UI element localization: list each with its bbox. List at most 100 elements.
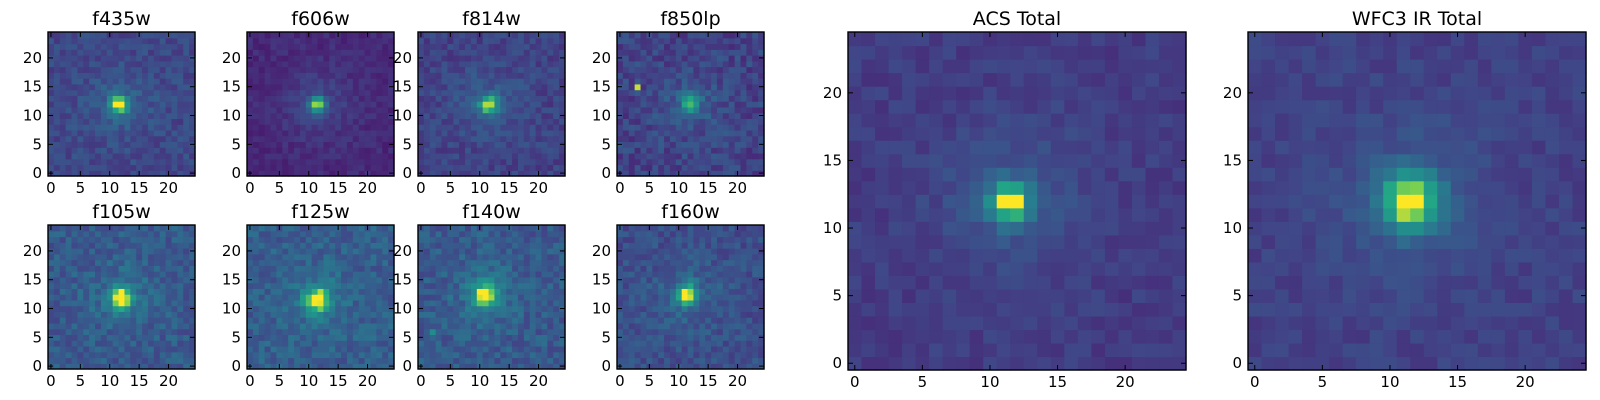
heatmap-cell	[364, 317, 372, 324]
heatmap-cell	[734, 317, 742, 324]
heatmap-cell	[541, 170, 548, 177]
heatmap-cell	[500, 66, 507, 73]
heatmap-cell	[264, 248, 272, 255]
heatmap-cell	[177, 357, 184, 364]
heatmap-cell	[299, 340, 307, 347]
heatmap-cell	[634, 89, 642, 96]
heatmap-cell	[664, 129, 671, 137]
heatmap-cell	[77, 112, 84, 119]
heatmap-cell	[547, 135, 554, 143]
heatmap-cell	[652, 340, 659, 347]
heatmap-cell	[541, 43, 548, 50]
heatmap-cell	[53, 141, 61, 148]
heatmap-cell	[159, 351, 167, 359]
heatmap-cell	[335, 253, 342, 261]
heatmap-cell	[370, 322, 377, 330]
heatmap-cell	[664, 49, 671, 56]
heatmap-cell	[89, 236, 96, 243]
heatmap-cell	[106, 334, 114, 341]
heatmap-cell	[476, 164, 484, 171]
heatmap-cell	[124, 253, 131, 261]
heatmap-cell	[529, 112, 537, 119]
heatmap-cell	[341, 43, 348, 50]
heatmap-cell	[153, 322, 161, 330]
heatmap-cell	[529, 282, 537, 289]
heatmap-cell	[664, 135, 671, 143]
heatmap-cell	[746, 89, 753, 96]
heatmap-cell	[506, 271, 513, 278]
heatmap-cell	[652, 322, 659, 330]
heatmap-cell	[500, 351, 507, 359]
heatmap-cell	[447, 55, 454, 62]
heatmap-cell	[705, 288, 712, 295]
heatmap-cell	[83, 236, 90, 243]
heatmap-cell	[687, 164, 695, 171]
heatmap-cell	[547, 78, 554, 85]
heatmap-cell	[675, 135, 683, 143]
heatmap-cell	[517, 170, 525, 177]
heatmap-cell	[658, 299, 665, 307]
heatmap-cell	[153, 32, 161, 39]
heatmap-cell	[535, 299, 543, 307]
heatmap-cell	[429, 66, 437, 73]
heatmap-cell	[728, 66, 736, 73]
heatmap-cell	[282, 164, 289, 171]
heatmap-cell	[376, 311, 383, 318]
heatmap-cell	[124, 95, 131, 102]
heatmap-cell	[465, 72, 472, 79]
heatmap-cell	[153, 129, 161, 137]
heatmap-cell	[118, 276, 126, 284]
heatmap-cell	[716, 158, 724, 166]
heatmap-cell	[264, 305, 272, 312]
heatmap-cell	[142, 322, 149, 330]
heatmap-cell	[118, 43, 126, 50]
heatmap-cell	[171, 49, 178, 56]
heatmap-cell	[159, 276, 167, 284]
heatmap-cell	[264, 101, 272, 108]
heatmap-cell	[59, 129, 67, 137]
heatmap-cell	[299, 78, 307, 85]
heatmap-cell	[734, 118, 742, 125]
heatmap-cell	[136, 129, 143, 137]
heatmap-cell	[352, 112, 360, 119]
heatmap-cell	[153, 152, 161, 160]
heatmap-cell	[664, 55, 671, 62]
heatmap-cell	[329, 259, 336, 266]
heatmap-cell	[305, 112, 313, 119]
heatmap-cell	[89, 288, 96, 295]
heatmap-cell	[465, 288, 472, 295]
heatmap-cell	[687, 288, 695, 295]
heatmap-cell	[646, 147, 653, 154]
heatmap-cell	[482, 152, 490, 160]
heatmap-cell	[535, 276, 543, 284]
heatmap-cell	[376, 351, 383, 359]
heatmap-cell	[722, 322, 730, 330]
heatmap-cell	[693, 147, 700, 154]
heatmap-cell	[681, 95, 689, 102]
heatmap-cell	[488, 60, 496, 68]
heatmap-cell	[512, 334, 519, 341]
heatmap-cell	[323, 37, 330, 45]
heatmap-cell	[429, 95, 437, 102]
heatmap-cell	[189, 124, 196, 131]
heatmap-cell	[112, 72, 120, 79]
heatmap-cell	[429, 305, 437, 312]
heatmap-cell	[95, 351, 102, 359]
heatmap-cell	[506, 230, 513, 238]
heatmap-cell	[305, 83, 313, 91]
heatmap-cell	[136, 294, 143, 301]
heatmap-cell	[305, 311, 313, 318]
heatmap-cell	[529, 311, 537, 318]
heatmap-cell	[352, 147, 360, 154]
heatmap-cell	[382, 37, 389, 45]
heatmap-cell	[247, 357, 254, 364]
heatmap-cell	[429, 141, 437, 148]
heatmap-cell	[506, 282, 513, 289]
heatmap-cell	[728, 340, 736, 347]
heatmap-cell	[658, 276, 665, 284]
heatmap-cell	[100, 55, 108, 62]
heatmap-cell	[258, 170, 266, 177]
heatmap-cell	[418, 242, 425, 249]
heatmap-cell	[77, 141, 84, 148]
heatmap-cell	[106, 311, 114, 318]
